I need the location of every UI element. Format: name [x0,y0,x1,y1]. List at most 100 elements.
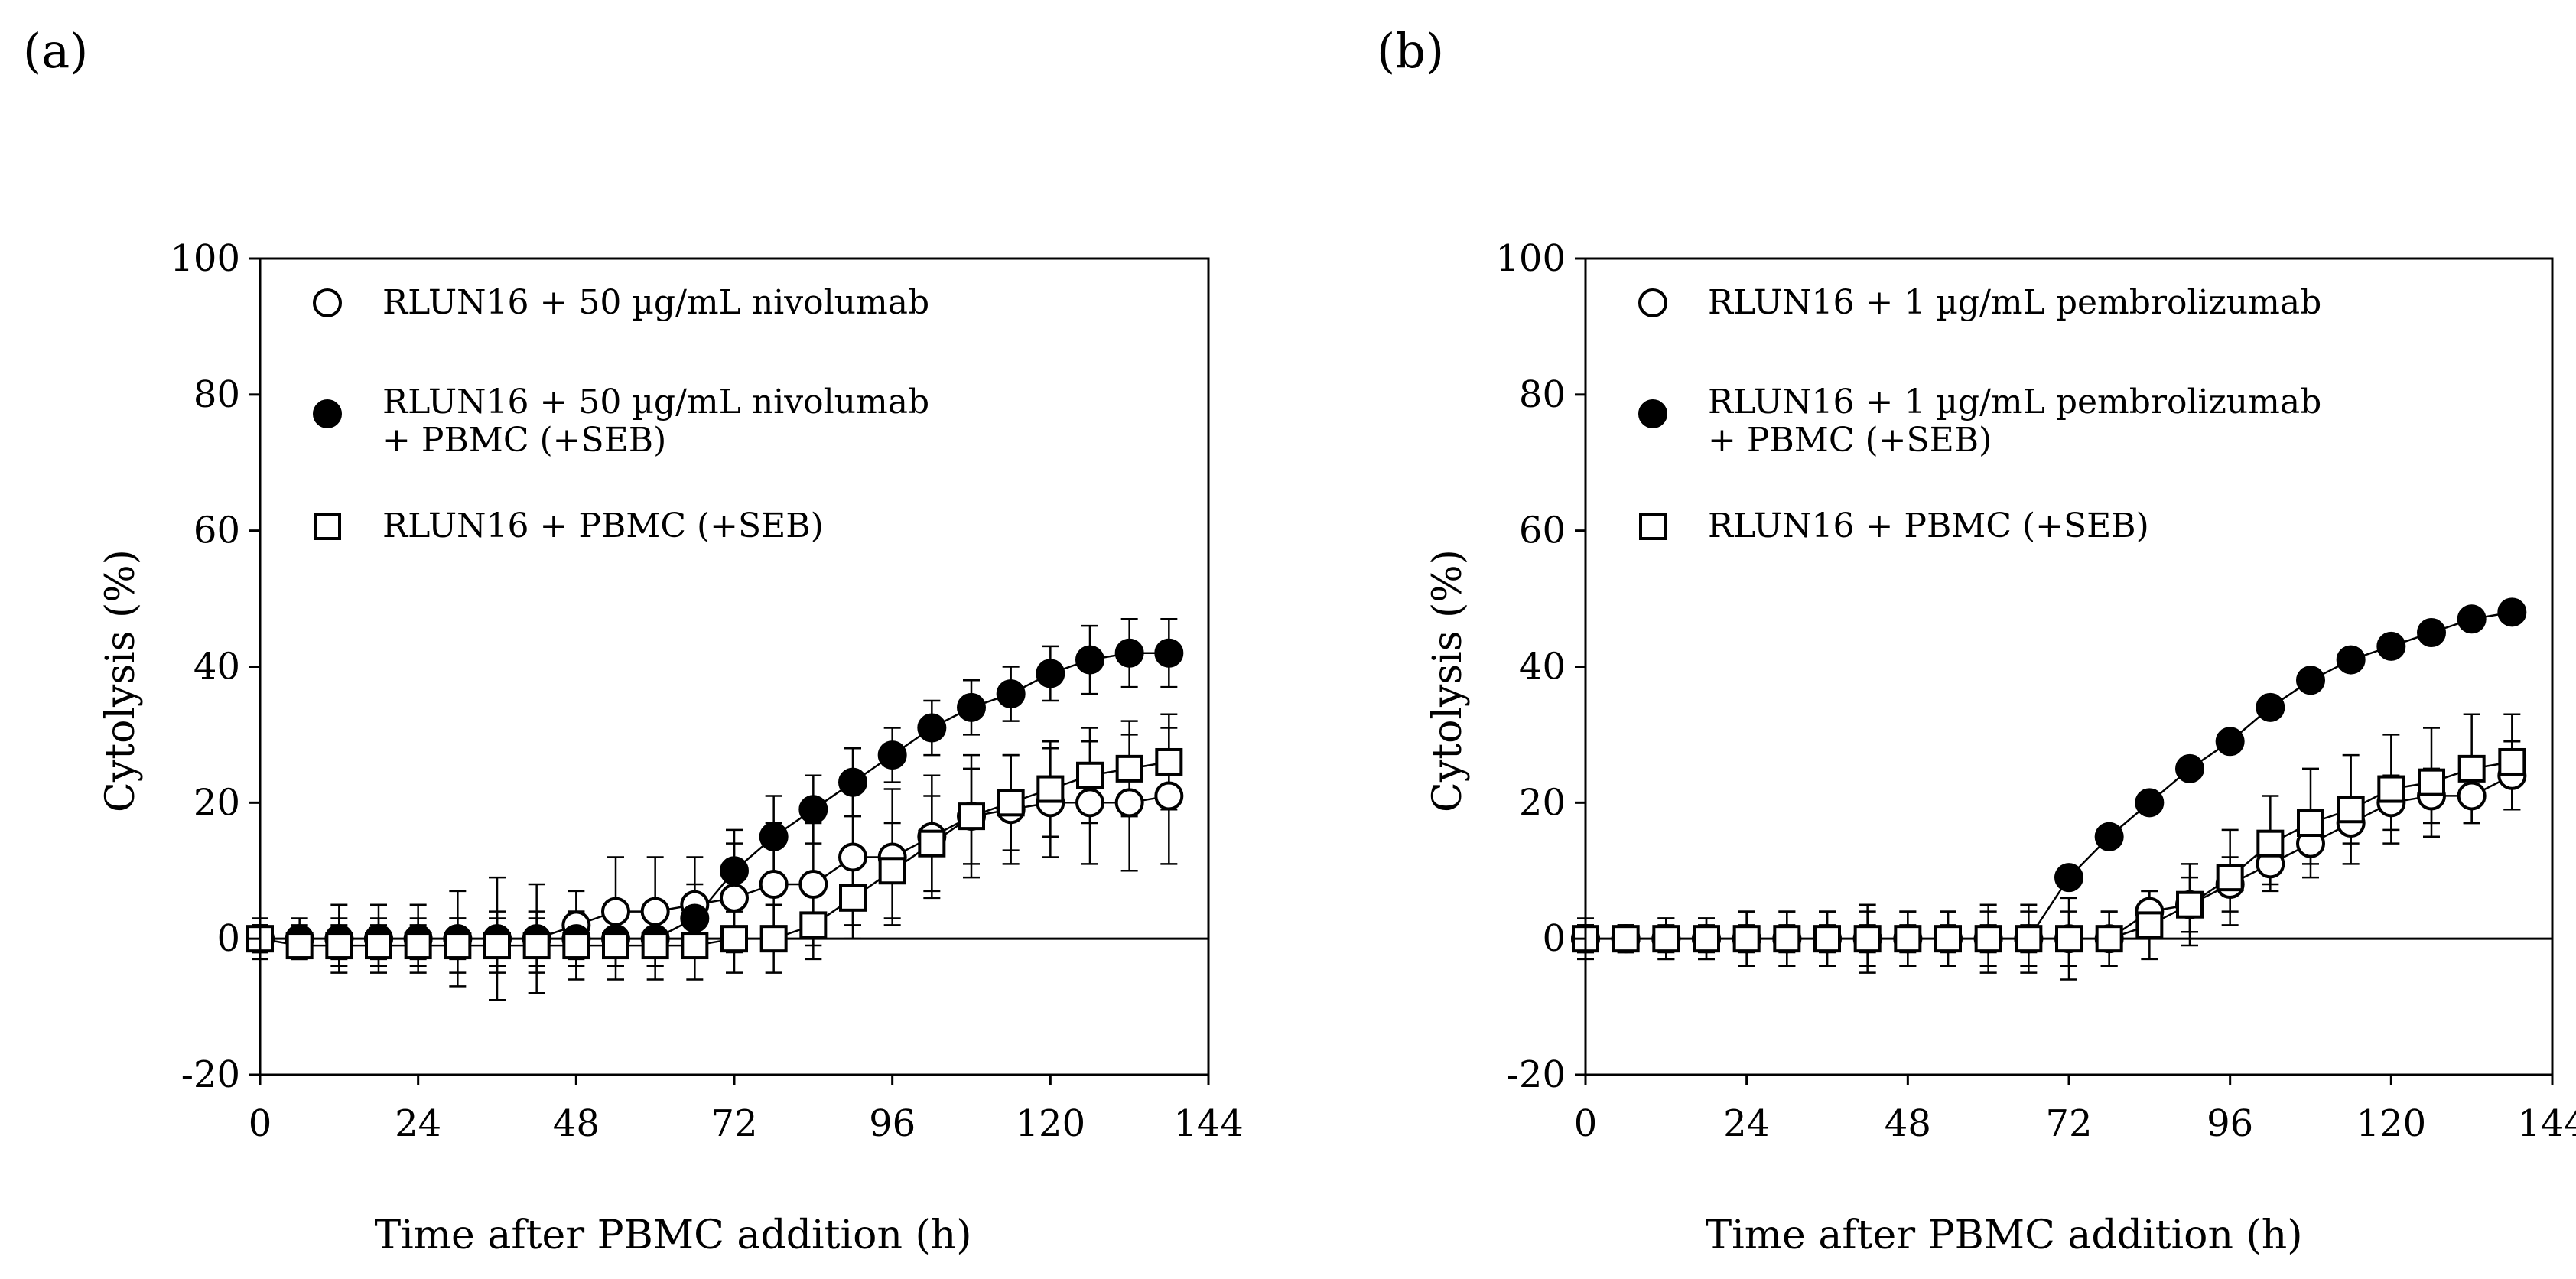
series-open-square-point [1612,925,1640,953]
y-axis-title: Cytolysis (%) [1425,549,1471,812]
series-open-square-point [839,884,867,912]
legend-marker-open-square [1639,513,1667,540]
y-tick-label: 0 [216,917,240,960]
series-filled-circle-point [2175,753,2204,783]
series-open-square-point [720,925,748,953]
legend-marker-open-circle [1638,288,1667,317]
series-open-square-point [2297,809,2324,838]
legend-label: + PBMC (+SEB) [1708,421,1992,460]
series-open-square-point [2377,775,2405,803]
legend-item: RLUN16 + 1 µg/mL pembrolizumab [1638,283,2321,322]
series-open-square-point [641,932,669,960]
legend-label: RLUN16 + 50 µg/mL nivolumab [382,283,929,322]
x-tick-label: 96 [2207,1102,2253,1145]
series-open-square-point [562,932,590,960]
series-open-square-point [404,932,432,960]
series-open-square-point [2135,911,2164,939]
series-open-circle-point [838,842,867,872]
y-tick-label: 40 [194,646,240,688]
y-tick-label: 80 [1519,373,1566,416]
series-filled-circle-point [917,713,947,743]
legend-item: RLUN16 + 50 µg/mL nivolumab [313,283,929,322]
series-filled-circle-point [759,822,789,851]
legend-marker-filled-circle [313,399,342,428]
x-axis-title: Time after PBMC addition (h) [374,1212,971,1258]
series-open-circle-point [1114,788,1144,818]
x-tick-label: 72 [711,1102,757,1145]
series-open-square-point [325,932,353,960]
x-tick-label: 0 [249,1102,272,1145]
series-open-square-point [918,829,946,858]
series-filled-circle-point [2215,727,2245,757]
x-tick-label: 120 [2356,1102,2427,1145]
x-tick-label: 144 [1173,1102,1244,1145]
series-filled-circle-line [1586,611,2513,940]
series-open-square-point [1036,775,1065,803]
y-tick-label: 0 [1542,917,1566,960]
series-open-square-point [878,857,906,885]
legend-item: RLUN16 + PBMC (+SEB) [1639,506,2149,545]
series-open-square-point [1732,925,1761,953]
series-open-square-point [522,932,551,960]
series-open-square-point [2337,796,2365,824]
series-open-circle-line [1586,774,2513,940]
series-filled-circle-point [2054,863,2083,893]
series-open-circle-point [798,870,828,900]
y-tick-label: 100 [1495,237,1566,280]
series-open-square-point [1076,761,1104,789]
y-tick-label: 60 [194,509,240,552]
series-filled-circle-point [798,795,828,825]
series-open-square-point [2055,925,2083,953]
legend-item: RLUN16 + PBMC (+SEB) [314,506,824,545]
series-open-square-point [1813,925,1841,953]
series-filled-circle-point [2094,822,2124,851]
legend-marker-filled-circle [1638,399,1667,428]
series-open-square-point [1693,925,1720,953]
series-open-square-point [1773,925,1801,953]
series-filled-circle-point [1154,638,1184,668]
legend-label: RLUN16 + PBMC (+SEB) [382,506,824,545]
series-filled-circle-point [2417,618,2446,648]
series-open-circle-point [2457,781,2487,811]
y-tick-label: 20 [194,781,240,824]
series-open-circle-line [260,795,1169,940]
legend-label: RLUN16 + PBMC (+SEB) [1708,506,2149,545]
series-open-square-point [2498,747,2526,776]
series-filled-circle-point [2135,788,2165,818]
x-tick-label: 48 [1885,1102,1931,1145]
series-open-square-point [1974,925,2002,953]
series-open-square-point [444,932,472,960]
series-filled-circle-point [2336,645,2366,675]
series-open-square-point [1853,925,1882,953]
x-tick-label: 144 [2517,1102,2576,1145]
series-filled-circle-point [877,740,907,770]
series-open-square-point [2457,754,2486,783]
legend-label: + PBMC (+SEB) [382,421,666,460]
x-tick-label: 72 [2045,1102,2092,1145]
series-filled-circle-point [1036,659,1065,688]
legend-label: RLUN16 + 1 µg/mL pembrolizumab [1708,283,2321,322]
x-tick-label: 96 [869,1102,916,1145]
series-filled-circle-point [2296,666,2325,695]
series-filled-circle-point [957,692,986,722]
series-open-square-point [1155,747,1183,776]
legend-marker-open-circle [313,288,342,317]
x-tick-label: 24 [1723,1102,1770,1145]
series-open-square-point [759,925,788,953]
series-open-square-point [1894,925,1922,953]
y-axis-title: Cytolysis (%) [98,549,144,812]
series-open-square-point [1115,754,1143,783]
y-tick-label: 60 [1519,509,1566,552]
series-filled-circle-point [1075,645,1104,675]
series-open-circle-point [720,883,749,913]
series-filled-circle-point [2457,604,2487,634]
x-tick-label: 120 [1016,1102,1086,1145]
y-tick-label: 40 [1519,646,1566,688]
legend-marker-open-square [314,513,341,540]
series-open-square-point [1934,925,1962,953]
series-filled-circle-point [2497,597,2527,627]
legend-item: RLUN16 + 50 µg/mL nivolumab+ PBMC (+SEB) [313,382,929,460]
series-filled-circle-point [996,679,1026,709]
y-tick-label: 100 [170,237,240,280]
